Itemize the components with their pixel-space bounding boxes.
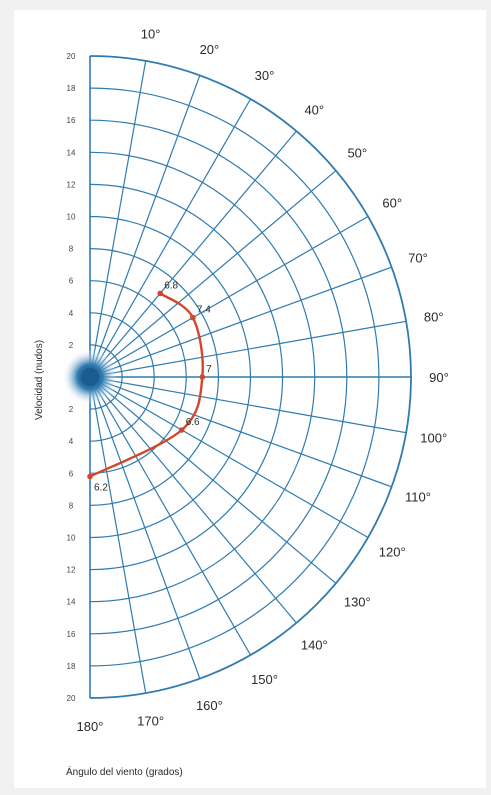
radial-tick-label: 18 xyxy=(67,662,76,671)
angle-tick-label: 100° xyxy=(420,431,447,446)
angle-tick-label: 120° xyxy=(379,545,406,560)
grid-spoke xyxy=(89,266,392,378)
angle-tick-label: 130° xyxy=(344,594,371,609)
radial-tick-label: 16 xyxy=(67,116,76,125)
polar-chart: 2 2 4 4 6 6 8 8 10 10 12 12 14 14 16 16 18 18 20 20 10° 20° 3… xyxy=(34,26,449,778)
radial-tick-bg xyxy=(64,692,78,703)
grid-spoke xyxy=(89,75,201,378)
radial-tick-label: 6 xyxy=(69,469,74,478)
angle-axis-title: Ángulo del viento (grados) xyxy=(66,765,183,778)
radial-tick-bg xyxy=(64,627,78,639)
radial-tick-label: 14 xyxy=(67,148,76,157)
radial-tick-bg xyxy=(64,338,78,350)
data-label: 6.8 xyxy=(164,280,178,291)
radial-tick-label: 14 xyxy=(67,598,76,607)
radial-tick-label: 10 xyxy=(67,213,76,222)
radial-tick-label: 10 xyxy=(67,534,76,543)
data-point xyxy=(157,290,163,297)
radial-tick-label: 12 xyxy=(67,180,76,189)
data-label: 6.6 xyxy=(186,417,200,428)
angle-tick-label: 90° xyxy=(429,370,449,385)
angle-tick-label: 50° xyxy=(347,146,367,161)
radial-tick-label: 16 xyxy=(67,630,76,639)
radial-tick-bg xyxy=(64,531,78,543)
grid-spoke xyxy=(89,376,201,679)
radial-tick-label: 6 xyxy=(69,277,74,286)
angle-tick-label: 60° xyxy=(382,196,402,211)
data-point xyxy=(87,473,93,480)
angle-tick-label: 160° xyxy=(196,698,223,713)
grid-spoke xyxy=(89,215,369,378)
angle-tick-label: 70° xyxy=(408,251,428,266)
radial-tick-bg xyxy=(64,435,78,447)
data-point xyxy=(178,427,185,433)
grid-spoke xyxy=(89,130,297,378)
radial-tick-label: 8 xyxy=(69,245,74,254)
chart-frame: 2 2 4 4 6 6 8 8 10 10 12 12 14 14 16 16 18 18 20 20 10° 20° 3… xyxy=(14,10,486,788)
radial-tick-labels: 2 2 4 4 6 6 8 8 10 10 12 12 14 14 16 16 18 18 20 20 xyxy=(64,50,78,703)
radial-tick-label: 4 xyxy=(69,437,74,446)
angle-tick-label: 140° xyxy=(301,637,328,652)
radial-axis-title: Velocidad (nudos) xyxy=(34,340,45,420)
speed-curve-line xyxy=(88,292,204,478)
radial-tick-bg xyxy=(64,50,78,61)
angle-tick-label: 80° xyxy=(424,309,444,324)
angle-tick-label: 30° xyxy=(255,68,275,83)
data-label: 6.2 xyxy=(94,483,108,494)
angle-tick-label: 150° xyxy=(251,672,278,687)
grid-spoke xyxy=(89,98,252,378)
data-label: 7 xyxy=(206,364,212,375)
radial-tick-bg xyxy=(64,82,78,94)
radial-tick-bg xyxy=(64,242,78,254)
polar-grid xyxy=(89,55,412,699)
radial-tick-bg xyxy=(64,595,78,607)
grid-spoke xyxy=(89,170,337,378)
radial-tick-label: 8 xyxy=(69,501,74,510)
center-hub xyxy=(62,349,118,405)
grid-spoke xyxy=(89,376,252,656)
data-point xyxy=(199,374,206,380)
data-point xyxy=(190,314,196,321)
angle-tick-label: 40° xyxy=(304,103,324,118)
grid-spoke xyxy=(89,60,147,378)
radial-tick-bg xyxy=(64,659,78,671)
angle-tick-label: 10° xyxy=(141,26,161,41)
angle-tick-label: 180° xyxy=(77,719,104,734)
grid-spoke xyxy=(89,376,407,434)
grid-spoke xyxy=(89,320,407,378)
radial-tick-label: 2 xyxy=(69,341,74,350)
radial-tick-bg xyxy=(64,178,78,190)
grid-spoke xyxy=(89,376,369,539)
angle-tick-label: 20° xyxy=(200,42,220,57)
grid-spoke xyxy=(89,376,297,624)
data-label: 7.4 xyxy=(197,305,211,316)
radial-tick-label: 20 xyxy=(67,694,76,703)
grid-spoke xyxy=(89,376,392,488)
radial-tick-label: 18 xyxy=(67,84,76,93)
radial-tick-bg xyxy=(64,210,78,222)
speed-curve: 6.8 7.4 7 6.6 6.2 xyxy=(87,280,212,494)
radial-tick-bg xyxy=(64,146,78,158)
center-dot xyxy=(81,368,99,386)
angle-tick-label: 110° xyxy=(405,489,431,504)
radial-tick-label: 2 xyxy=(69,405,74,414)
radial-tick-bg xyxy=(64,114,78,126)
radial-tick-label: 12 xyxy=(67,566,76,575)
radial-tick-bg xyxy=(64,563,78,575)
radial-tick-label: 20 xyxy=(67,52,76,61)
grid-spoke xyxy=(89,376,147,694)
radial-tick-bg xyxy=(64,274,78,286)
radial-tick-bg xyxy=(64,499,78,511)
radial-tick-bg xyxy=(64,403,78,415)
radial-tick-label: 4 xyxy=(69,309,74,318)
grid-spoke xyxy=(89,376,337,584)
radial-tick-bg xyxy=(64,306,78,318)
radial-tick-bg xyxy=(64,467,78,479)
angle-tick-label: 170° xyxy=(137,714,164,729)
angle-tick-labels: 10° 20° 30° 40° 50° 60° 70° 80° 90° 100° 110° 120° 1… xyxy=(77,26,449,734)
